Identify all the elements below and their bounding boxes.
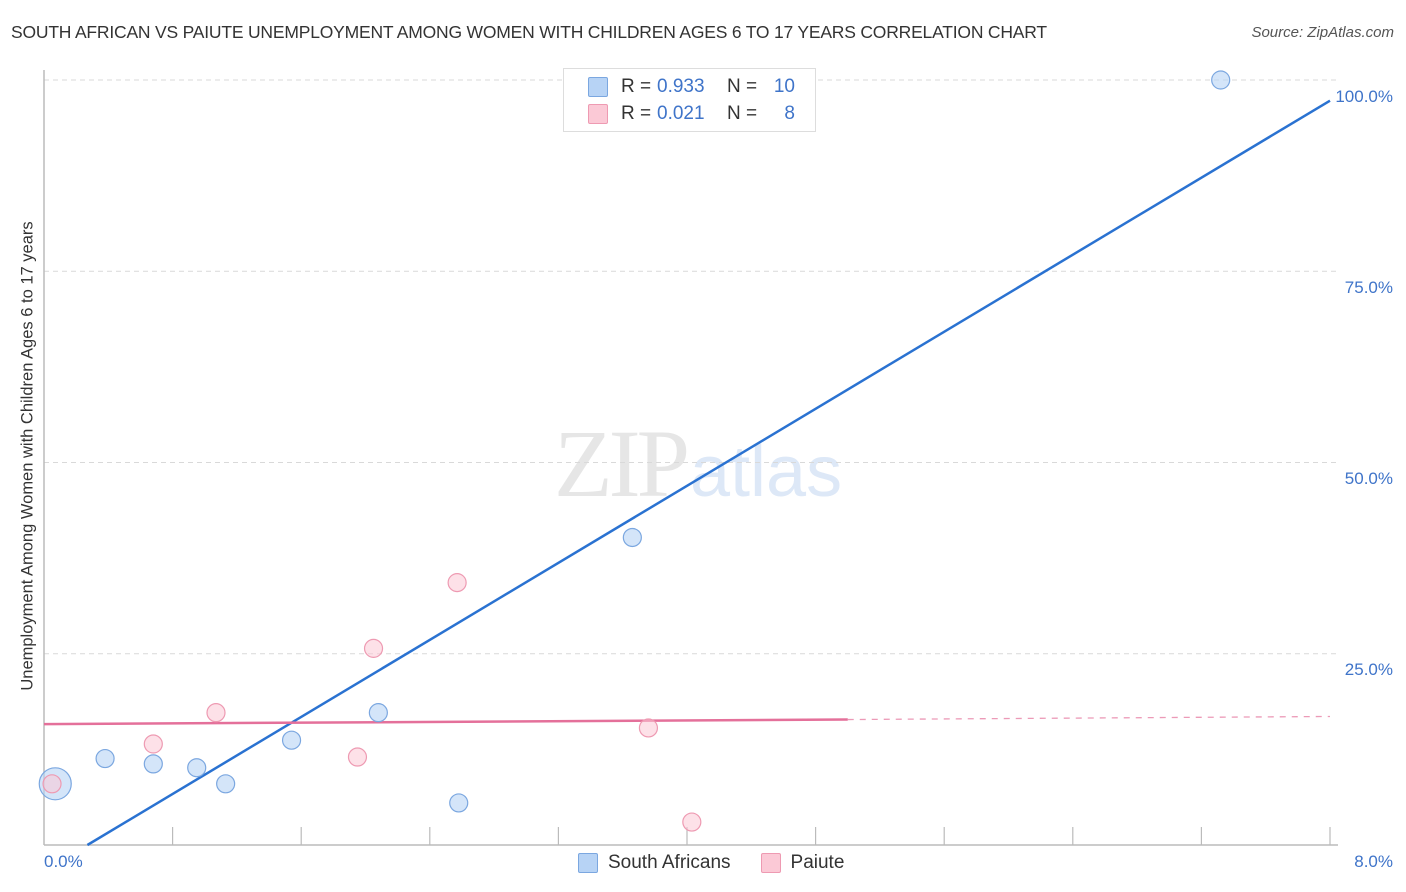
point-south-africans xyxy=(368,703,388,723)
trendline-south-africans xyxy=(86,99,1331,847)
point-south-africans xyxy=(216,774,236,794)
point-south-africans xyxy=(187,758,207,778)
axes xyxy=(43,70,1338,846)
correlation-legend: R = 0.933 N = 10 R = 0.021 N = 8 xyxy=(563,68,816,132)
legend-swatch-paiute xyxy=(588,104,608,124)
point-paiute xyxy=(347,747,368,767)
legend-item-south-africans[interactable]: South Africans xyxy=(578,852,731,874)
point-south-africans xyxy=(449,793,469,813)
point-paiute xyxy=(682,812,702,832)
n-value: 8 xyxy=(784,103,795,124)
chart-title: SOUTH AFRICAN VS PAIUTE UNEMPLOYMENT AMO… xyxy=(11,22,1047,42)
point-south-africans xyxy=(143,754,163,774)
y-tick-25: 25.0% xyxy=(1344,660,1393,679)
legend-item-paiute[interactable]: Paiute xyxy=(760,852,845,874)
n-label: N = xyxy=(727,103,758,124)
legend-swatch-south-africans xyxy=(588,77,608,97)
point-paiute xyxy=(143,734,163,754)
source-label: Source: ZipAtlas.com xyxy=(1251,24,1394,41)
x-tick-min: 0.0% xyxy=(44,852,83,871)
point-paiute xyxy=(447,573,467,593)
legend-row-paiute: R = 0.021 N = 8 xyxy=(588,102,795,126)
n-value: 10 xyxy=(773,76,795,97)
r-label: R = xyxy=(621,103,652,124)
trendlines xyxy=(43,99,1331,847)
r-label: R = xyxy=(621,76,652,97)
point-paiute xyxy=(363,638,384,658)
point-south-africans xyxy=(1211,70,1231,90)
point-south-africans xyxy=(281,730,302,750)
series-legend: South Africans Paiute xyxy=(578,852,874,874)
n-label: N = xyxy=(727,76,758,97)
point-paiute xyxy=(638,718,659,738)
legend-swatch-south-africans xyxy=(578,853,598,873)
trendline-paiute xyxy=(43,718,848,726)
y-axis-label: Unemployment Among Women with Children A… xyxy=(18,221,37,691)
y-tick-100: 100.0% xyxy=(1335,87,1393,106)
r-value: 0.933 xyxy=(657,76,705,97)
x-tick-max: 8.0% xyxy=(1354,852,1393,871)
trendline-paiute-extrapolated xyxy=(847,715,1331,721)
point-paiute xyxy=(206,703,226,723)
point-south-africans xyxy=(622,527,642,548)
point-south-africans xyxy=(95,748,115,769)
legend-row-south-africans: R = 0.933 N = 10 xyxy=(588,75,795,99)
point-paiute xyxy=(42,774,62,794)
data-points xyxy=(38,70,1231,832)
y-tick-75: 75.0% xyxy=(1344,278,1393,297)
y-tick-50: 50.0% xyxy=(1344,469,1393,488)
legend-swatch-paiute xyxy=(760,853,781,873)
legend-label: South Africans xyxy=(608,852,731,873)
legend-label: Paiute xyxy=(790,852,845,873)
r-value: 0.021 xyxy=(657,103,705,124)
gridlines xyxy=(44,79,1338,655)
